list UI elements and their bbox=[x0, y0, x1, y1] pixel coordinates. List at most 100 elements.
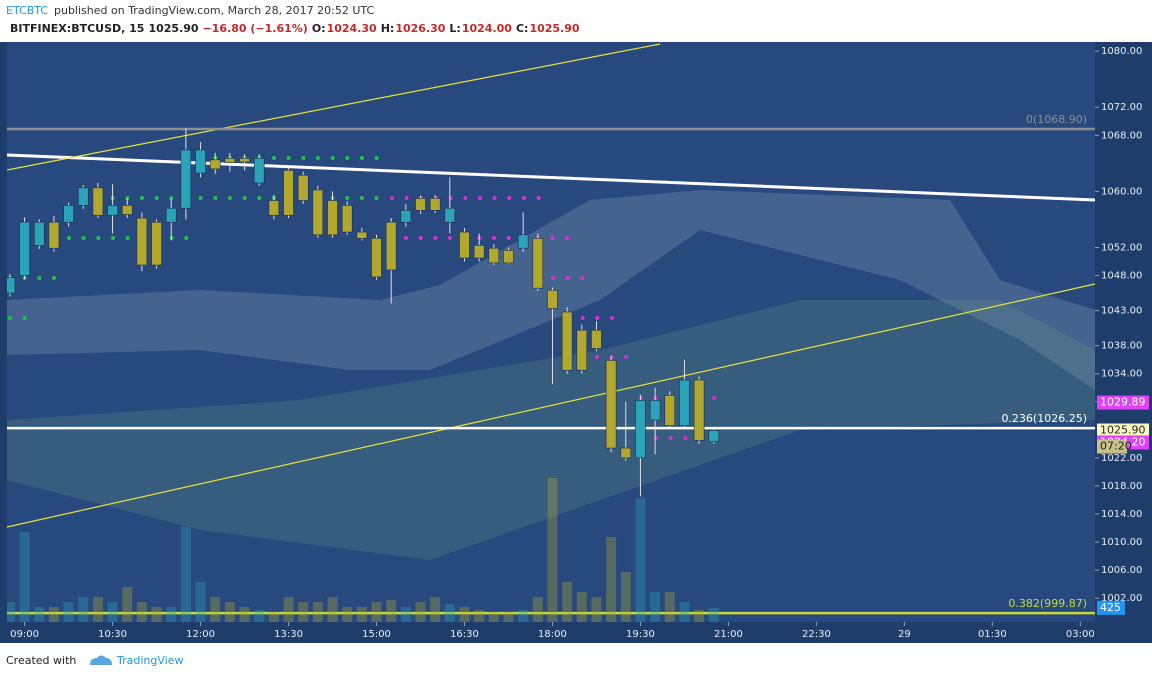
candle-body bbox=[297, 174, 309, 201]
candle-body bbox=[591, 329, 602, 349]
volume-bar bbox=[576, 592, 587, 622]
candle-body bbox=[268, 200, 280, 216]
candle-body bbox=[209, 159, 221, 170]
volume-bar bbox=[166, 607, 177, 622]
candle-body bbox=[136, 217, 148, 266]
brand: TradingView bbox=[116, 654, 183, 667]
volume-bar bbox=[151, 607, 162, 622]
candle-body bbox=[679, 379, 690, 426]
volume-bar bbox=[606, 537, 617, 622]
candle-body bbox=[429, 198, 441, 211]
volume-bar bbox=[547, 478, 558, 622]
countdown: 07:20 bbox=[1100, 440, 1132, 453]
candle-body bbox=[517, 234, 529, 249]
candle-body bbox=[488, 247, 500, 264]
candle-body bbox=[400, 210, 412, 223]
volume-bar bbox=[122, 587, 133, 622]
footer-bg bbox=[0, 643, 1152, 679]
y-tick-label: 1052.00 bbox=[1101, 242, 1142, 253]
plot-bg bbox=[7, 42, 1095, 622]
candle-body bbox=[253, 158, 265, 184]
ohlc-value: 1025.90 bbox=[529, 22, 579, 35]
ohlc-key: O: bbox=[312, 22, 326, 35]
volume-bar bbox=[474, 610, 485, 622]
volume-bar bbox=[342, 607, 353, 622]
candle-body bbox=[605, 360, 617, 449]
candle-body bbox=[649, 400, 661, 421]
candle-body bbox=[224, 158, 236, 163]
candle-body bbox=[444, 207, 456, 223]
volume-bar bbox=[268, 612, 279, 622]
change: −16.80 (−1.61%) bbox=[203, 22, 308, 35]
volume-bar bbox=[562, 582, 573, 622]
y-tick-label: 1080.00 bbox=[1101, 46, 1142, 57]
candle-body bbox=[415, 198, 426, 211]
volume-bar bbox=[195, 582, 206, 622]
volume-bar bbox=[298, 602, 309, 622]
x-tick-label: 01:30 bbox=[978, 629, 1007, 640]
candle-body bbox=[151, 221, 162, 266]
volume-bar bbox=[7, 602, 15, 622]
candle-body bbox=[576, 329, 588, 371]
volume-bar bbox=[459, 607, 470, 622]
candle-body bbox=[532, 238, 544, 289]
volume-bar bbox=[34, 607, 45, 622]
y-tick-label: 1018.00 bbox=[1101, 481, 1142, 492]
y-tick-label: 1014.00 bbox=[1101, 509, 1142, 520]
y-tick-label: 1043.00 bbox=[1101, 306, 1142, 317]
x-tick-label: 16:30 bbox=[450, 629, 479, 640]
x-tick-label: 21:00 bbox=[714, 629, 743, 640]
symbol: ETCBTC bbox=[6, 4, 48, 17]
candle-body bbox=[664, 395, 676, 426]
marks: 0(1068.90) 0.236(1026.25) 0.382(999.87) bbox=[7, 113, 1095, 622]
price-tag-label: 1025.90 bbox=[1100, 424, 1146, 437]
last-price: 1025.90 bbox=[148, 22, 198, 35]
x-tick-label: 29 bbox=[898, 629, 911, 640]
candle-body bbox=[371, 238, 382, 278]
candle-body bbox=[283, 170, 294, 216]
ohlc-key: L: bbox=[449, 22, 460, 35]
volume-bar bbox=[180, 527, 191, 622]
candle-body bbox=[165, 207, 177, 223]
volume-bar bbox=[92, 597, 103, 622]
y-tick-label: 1038.00 bbox=[1101, 341, 1142, 352]
candle-body bbox=[239, 158, 250, 163]
candle-body bbox=[620, 447, 632, 459]
y-tick-label: 1072.00 bbox=[1101, 102, 1142, 113]
y-tick-label: 1022.00 bbox=[1101, 453, 1142, 464]
y-tick-label: 1034.00 bbox=[1101, 369, 1142, 380]
candle-body bbox=[48, 221, 60, 249]
volume-bar bbox=[327, 597, 338, 622]
volume-bar bbox=[239, 607, 250, 622]
candle-body bbox=[635, 400, 646, 459]
x-tick-label: 15:00 bbox=[362, 629, 391, 640]
volume-bar bbox=[78, 597, 89, 622]
volume-bar bbox=[620, 572, 631, 622]
ohlc-key: C: bbox=[516, 22, 528, 35]
candle-body bbox=[121, 205, 133, 215]
volume-bar bbox=[488, 612, 499, 622]
volume-bar bbox=[415, 602, 426, 622]
volume-tag bbox=[1097, 600, 1125, 615]
trend-line bbox=[7, 283, 1095, 528]
volume-bar bbox=[503, 612, 514, 622]
logo bbox=[90, 655, 112, 665]
price-tag-label: 1029.89 bbox=[1100, 396, 1146, 409]
volume-bar bbox=[136, 602, 147, 622]
axes: 1080.00 1072.00 1068.00 1060.00 1052.00 1048.… bbox=[10, 46, 1149, 640]
y-tick-label: 1010.00 bbox=[1101, 537, 1142, 548]
candle-body bbox=[356, 231, 368, 239]
fib-label: 0(1068.90) bbox=[1026, 113, 1087, 126]
volume-bar bbox=[312, 602, 323, 622]
volume-bar bbox=[664, 592, 675, 622]
fib-label: 0.382(999.87) bbox=[1008, 597, 1087, 610]
candle-body bbox=[473, 245, 485, 259]
volume-bar bbox=[430, 597, 441, 622]
y-tick-label: 1048.00 bbox=[1101, 271, 1142, 282]
x-tick-label: 12:00 bbox=[186, 629, 215, 640]
candle-body bbox=[33, 221, 45, 246]
x-tick-label: 03:00 bbox=[1066, 629, 1095, 640]
x-tick-label: 09:00 bbox=[10, 629, 39, 640]
volume-bar bbox=[210, 597, 221, 622]
